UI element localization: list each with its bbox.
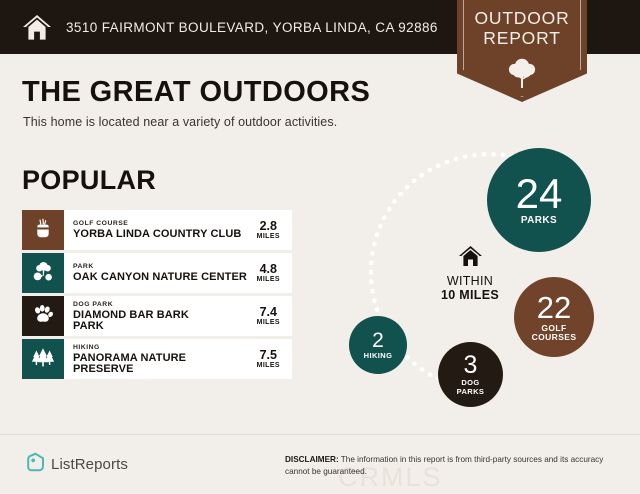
within-label-line1: WITHIN — [446, 274, 494, 288]
bubble-dog-label: DOG PARKS — [457, 379, 485, 395]
footer-divider — [0, 434, 640, 435]
list-item-distance: 7.4 MILES — [253, 305, 288, 327]
list-item-distance-unit: MILES — [256, 362, 280, 369]
disclaimer-text: The information in this report is from t… — [285, 455, 604, 476]
list-item-body: PARK OAK CANYON NATURE CENTER 4.8 MILES — [64, 253, 292, 293]
bubble-golf-label-line1: GOLF — [541, 322, 567, 333]
list-item-text: GOLF COURSE YORBA LINDA COUNTRY CLUB — [73, 219, 253, 241]
list-item-icon-box — [22, 296, 64, 336]
list-item[interactable]: HIKING PANORAMA NATURE PRESERVE 7.5 MILE… — [22, 339, 292, 379]
bubble-parks-label: PARKS — [520, 215, 558, 227]
badge-title-line1: OUTDOOR — [474, 8, 570, 28]
bubble-golf-label-line2: COURSES — [531, 332, 577, 342]
list-item-body: DOG PARK DIAMOND BAR BARK PARK 7.4 MILES — [64, 296, 292, 336]
badge-border — [463, 0, 581, 97]
list-item-distance: 2.8 MILES — [253, 219, 288, 241]
list-item-distance-unit: MILES — [256, 276, 280, 283]
list-item-distance: 4.8 MILES — [253, 262, 288, 284]
list-item-distance-value: 2.8 — [259, 219, 277, 233]
bubble-golf-courses[interactable]: 22 GOLF COURSES — [514, 277, 594, 357]
list-item-icon-box — [22, 210, 64, 250]
listreports-house-tag-icon — [26, 452, 45, 477]
list-item-name: OAK CANYON NATURE CENTER — [73, 271, 247, 284]
list-item-category: GOLF COURSE — [73, 220, 129, 228]
bubble-golf-value: 22 — [536, 289, 572, 325]
listreports-logo[interactable]: ListReports — [26, 452, 128, 477]
bubble-golf-label: GOLF COURSES — [531, 322, 577, 342]
within-radius-marker: WITHIN 10 MILES — [425, 245, 515, 302]
list-item-icon-box — [22, 253, 64, 293]
home-icon — [458, 245, 483, 272]
list-item[interactable]: PARK OAK CANYON NATURE CENTER 4.8 MILES — [22, 253, 292, 293]
list-item[interactable]: GOLF COURSE YORBA LINDA COUNTRY CLUB 2.8… — [22, 210, 292, 250]
list-item-distance-unit: MILES — [256, 319, 280, 326]
bubble-dog-value: 3 — [463, 351, 478, 380]
tree-icon — [32, 260, 55, 287]
amenities-bubble-chart: 24 PARKS 22 GOLF COURSES 3 DOG PARKS 2 H… — [320, 140, 640, 430]
disclaimer-label: DISCLAIMER: — [285, 455, 339, 464]
list-item-text: PARK OAK CANYON NATURE CENTER — [73, 262, 253, 284]
bubble-dog-parks[interactable]: 3 DOG PARKS — [438, 342, 503, 407]
list-item-name: YORBA LINDA COUNTRY CLUB — [73, 228, 242, 241]
list-item-text: HIKING PANORAMA NATURE PRESERVE — [73, 343, 253, 376]
disclaimer: DISCLAIMER: The information in this repo… — [285, 454, 617, 477]
list-item-body: HIKING PANORAMA NATURE PRESERVE 7.5 MILE… — [64, 339, 292, 379]
list-item-name: DIAMOND BAR BARK PARK — [73, 308, 189, 332]
popular-list: GOLF COURSE YORBA LINDA COUNTRY CLUB 2.8… — [22, 210, 292, 382]
list-item-text: DOG PARK DIAMOND BAR BARK PARK — [73, 300, 253, 333]
page-title: THE GREAT OUTDOORS — [22, 76, 371, 108]
list-item-distance-unit: MILES — [256, 233, 280, 240]
popular-heading: POPULAR — [22, 165, 157, 195]
bubble-parks-value: 24 — [515, 170, 563, 218]
pine-trees-icon — [31, 346, 55, 373]
page-subtitle: This home is located near a variety of o… — [23, 115, 338, 129]
bubble-hiking-value: 2 — [372, 328, 384, 352]
list-item-distance-value: 7.4 — [259, 305, 277, 319]
list-item-body: GOLF COURSE YORBA LINDA COUNTRY CLUB 2.8… — [64, 210, 292, 250]
bubble-dog-label-line1: DOG — [461, 378, 480, 388]
badge-title: OUTDOOR REPORT — [457, 8, 587, 48]
list-item-name: PANORAMA NATURE PRESERVE — [73, 351, 187, 375]
bubble-hiking[interactable]: 2 HIKING — [349, 316, 407, 374]
within-label-line2: 10 MILES — [441, 288, 499, 302]
property-address: 3510 FAIRMONT BOULEVARD, YORBA LINDA, CA… — [66, 19, 438, 35]
paw-icon — [32, 303, 54, 330]
header-address-group: 3510 FAIRMONT BOULEVARD, YORBA LINDA, CA… — [22, 0, 438, 54]
list-item-distance-value: 4.8 — [259, 262, 277, 276]
bubble-dog-label-line2: PARKS — [456, 386, 485, 396]
listreports-brand-name: ListReports — [51, 456, 128, 473]
list-item-category: PARK — [73, 263, 94, 271]
tree-icon — [457, 55, 587, 89]
outdoor-report-badge: OUTDOOR REPORT — [457, 0, 587, 102]
dotted-arc — [368, 151, 551, 393]
badge-title-line2: REPORT — [483, 28, 561, 48]
list-item-category: HIKING — [73, 343, 100, 351]
list-item-distance-value: 7.5 — [259, 348, 277, 362]
bubble-parks[interactable]: 24 PARKS — [487, 148, 591, 252]
list-item-distance: 7.5 MILES — [253, 348, 288, 370]
list-item-icon-box — [22, 339, 64, 379]
list-item-category: DOG PARK — [73, 300, 114, 308]
home-icon — [22, 14, 52, 41]
bubble-hiking-label: HIKING — [363, 350, 393, 360]
list-item[interactable]: DOG PARK DIAMOND BAR BARK PARK 7.4 MILES — [22, 296, 292, 336]
golf-bag-icon — [32, 217, 54, 244]
